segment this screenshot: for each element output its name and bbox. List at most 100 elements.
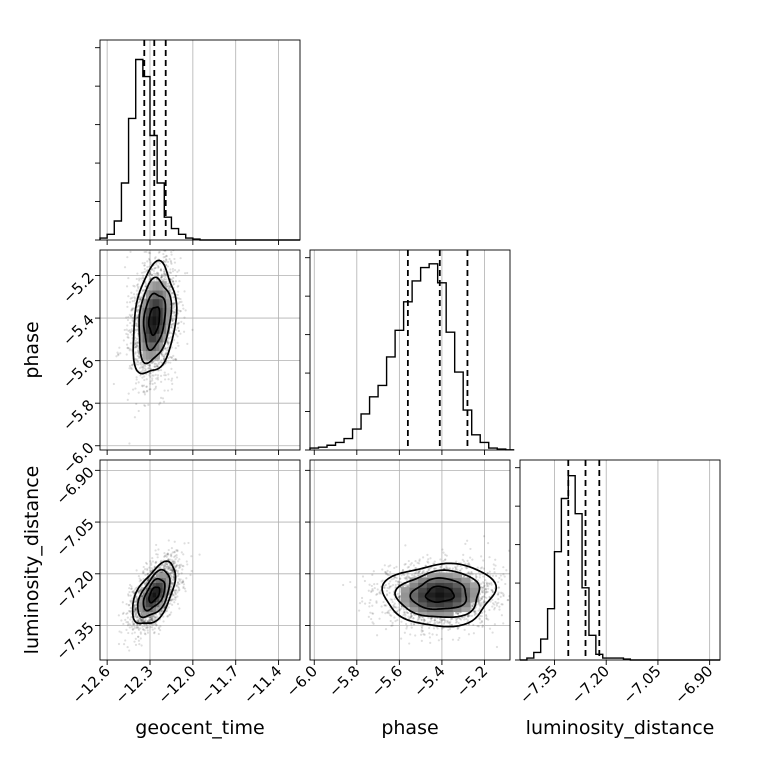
sample-point (171, 594, 174, 597)
sample-point (136, 623, 139, 626)
sample-point (141, 376, 144, 379)
sample-point (179, 332, 182, 335)
sample-point (136, 328, 139, 331)
sample-point (158, 566, 161, 569)
sample-point (171, 303, 174, 306)
sample-point (133, 605, 136, 608)
sample-point (173, 261, 177, 264)
sample-point (144, 367, 147, 371)
sample-point (128, 313, 131, 316)
sample-point (129, 314, 132, 318)
sample-point (164, 273, 167, 276)
sample-point (140, 363, 143, 366)
sample-point (152, 374, 155, 377)
sample-point (133, 416, 137, 419)
sample-point (160, 276, 163, 279)
sample-point (158, 613, 161, 616)
sample-point (181, 579, 185, 582)
sample-point (171, 270, 175, 273)
sample-point (130, 367, 133, 371)
density-cell (142, 333, 147, 343)
sample-point (129, 594, 132, 597)
sample-point (154, 359, 157, 362)
sample-point (172, 354, 175, 357)
sample-point (129, 623, 132, 626)
sample-point (448, 621, 451, 625)
sample-point (126, 256, 129, 259)
sample-point (148, 257, 151, 260)
x-tick-label: −12.6 (69, 662, 114, 707)
contour-1sigma (148, 586, 161, 604)
sample-point (135, 595, 138, 598)
sample-point (176, 335, 179, 338)
sample-point (150, 273, 153, 276)
sample-point (149, 277, 152, 280)
sample-point (380, 592, 383, 595)
sample-point (183, 587, 187, 590)
sample-point (162, 567, 165, 570)
sample-point (480, 582, 483, 585)
sample-point (130, 308, 134, 311)
x-tick-label: −11.7 (197, 662, 242, 707)
sample-point (162, 400, 166, 403)
histogram-phase (309, 263, 515, 451)
sample-point (164, 353, 167, 356)
sample-point (129, 250, 132, 254)
sample-point (157, 272, 160, 275)
sample-point (173, 591, 177, 594)
sample-point (144, 561, 148, 564)
sample-point (527, 611, 529, 613)
sample-point (182, 307, 185, 310)
sample-point (121, 612, 125, 615)
y-axis-label: phase (21, 321, 43, 378)
sample-point (131, 333, 134, 336)
sample-point (176, 549, 179, 552)
sample-point (170, 288, 173, 291)
sample-point (144, 582, 147, 585)
sample-point (128, 626, 131, 629)
sample-point (178, 300, 181, 304)
sample-point (166, 341, 169, 344)
sample-point (148, 371, 152, 375)
sample-point (175, 556, 178, 559)
sample-point (172, 570, 175, 574)
sample-point (143, 264, 146, 267)
sample-point (137, 590, 140, 593)
density-cell (152, 298, 157, 308)
sample-point (143, 629, 146, 632)
sample-point (135, 277, 138, 281)
sample-point (157, 363, 160, 366)
sample-point (136, 341, 139, 344)
sample-point (135, 322, 138, 325)
sample-point (126, 624, 130, 627)
sample-point (171, 578, 174, 581)
sample-point (133, 296, 136, 299)
density-cell (149, 281, 154, 291)
sample-point (164, 347, 167, 350)
sample-point (152, 360, 155, 363)
density-cell (145, 350, 150, 360)
sample-point (169, 558, 172, 561)
sample-point (127, 594, 130, 597)
sample-point (131, 628, 135, 632)
sample-point (139, 637, 142, 640)
sample-point (160, 269, 163, 272)
sample-point (138, 616, 141, 620)
sample-point (174, 592, 177, 595)
sample-point (136, 616, 139, 619)
sample-point (146, 572, 149, 576)
sample-point (149, 382, 152, 385)
density-cell (145, 315, 150, 326)
sample-point (135, 322, 138, 325)
sample-point (132, 307, 135, 310)
sample-point (170, 553, 173, 556)
sample-point (189, 573, 192, 577)
density-cell (152, 289, 157, 300)
sample-point (177, 309, 180, 312)
sample-point (177, 586, 181, 590)
sample-point (140, 617, 143, 621)
sample-point (166, 567, 169, 570)
sample-point (146, 367, 150, 370)
sample-point (162, 272, 166, 275)
